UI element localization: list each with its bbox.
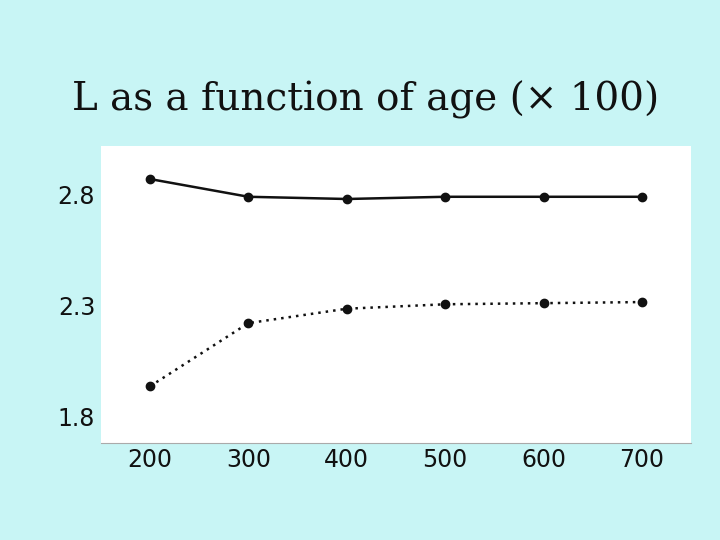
Text: L as a function of age (× 100): L as a function of age (× 100) xyxy=(72,80,660,119)
